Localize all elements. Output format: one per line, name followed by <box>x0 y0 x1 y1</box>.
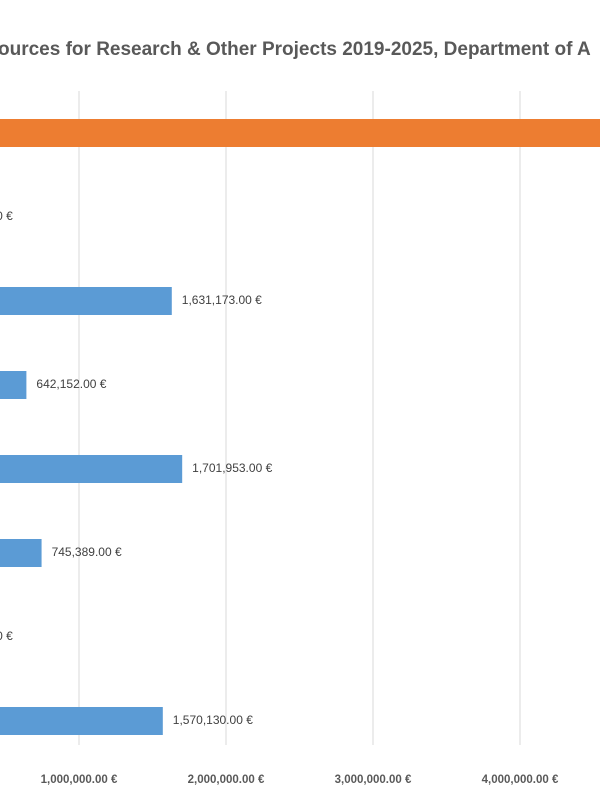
x-tick-label: 4,000,000.00 € <box>482 774 559 786</box>
value-label: 1,570,130.00 € <box>173 713 253 727</box>
value-label: 1,631,173.00 € <box>182 293 262 307</box>
x-tick-label: 1,000,000.00 € <box>41 774 118 786</box>
bar <box>0 119 600 147</box>
value-label: 745,389.00 € <box>52 545 122 559</box>
bar <box>0 371 27 399</box>
value-label: 1,701,953.00 € <box>192 461 272 475</box>
bar <box>0 707 163 735</box>
value-label: 50,000.00 € <box>0 209 13 223</box>
bar <box>0 539 42 567</box>
bar <box>0 455 183 483</box>
bar <box>0 287 172 315</box>
value-label: 50,000.00 € <box>0 629 13 643</box>
x-tick-label: 2,000,000.00 € <box>188 774 265 786</box>
chart-title: ources for Research & Other Projects 201… <box>0 39 591 60</box>
value-label: 642,152.00 € <box>36 377 106 391</box>
x-tick-label: 3,000,000.00 € <box>335 774 412 786</box>
